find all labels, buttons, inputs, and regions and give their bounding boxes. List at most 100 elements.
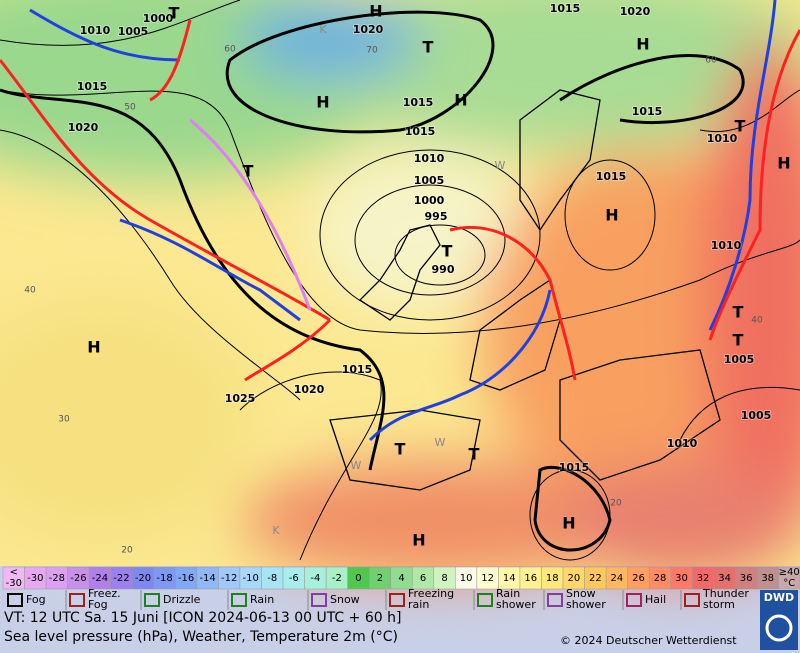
isobar-label: 990 <box>432 263 455 276</box>
logo-mark <box>765 614 793 642</box>
temperature-label: 40 <box>751 316 763 326</box>
legend-label: shower <box>566 598 606 611</box>
scale-label: -6 <box>289 573 299 584</box>
scale-label: 18 <box>546 573 559 584</box>
scale-label: 20 <box>567 573 580 584</box>
scale-label: -20 <box>135 573 151 584</box>
scale-label: -12 <box>221 573 237 584</box>
valid-time: VT: 12 UTC Sa. 15 Juni [ICON 2024-06-13 … <box>4 610 401 626</box>
pressure-center: H <box>777 154 790 173</box>
isobar-label: 1015 <box>77 80 108 93</box>
pressure-center: H <box>369 2 382 21</box>
scale-label: 38 <box>761 573 774 584</box>
scale-below: -30 <box>6 578 22 589</box>
legend-label: Rain <box>496 587 520 600</box>
temperature-label: 60 <box>224 45 236 55</box>
isobars <box>0 0 800 561</box>
isobar-label: 1010 <box>711 239 742 252</box>
isobar-label: 1000 <box>414 194 445 207</box>
isobar-label: 1010 <box>707 132 738 145</box>
temperature-label: 50 <box>124 103 136 113</box>
pressure-center: T <box>169 4 180 23</box>
pressure-center: T <box>442 242 453 261</box>
legend-icon <box>144 593 160 607</box>
isobar-label: 1005 <box>414 174 445 187</box>
temperature-label: 20 <box>610 499 622 509</box>
isobar-label: 995 <box>425 210 448 223</box>
scale-label: 32 <box>697 573 710 584</box>
isobar-label: 1020 <box>353 23 384 36</box>
isobar-label: 1005 <box>741 409 772 422</box>
scale-label: 14 <box>503 573 516 584</box>
pressure-center: T <box>735 117 746 136</box>
scale-label: -2 <box>332 573 342 584</box>
legend-label: Fog <box>26 593 46 606</box>
isobar-label: 1025 <box>225 392 256 405</box>
scale-above: °C <box>783 578 795 589</box>
isobar-label: 1005 <box>724 353 755 366</box>
scale-label: 28 <box>654 573 667 584</box>
high-pressure-isobars <box>0 10 745 552</box>
isobar-label: 1020 <box>68 121 99 134</box>
legend-label: Hail <box>645 593 666 606</box>
scale-label: 2 <box>377 573 383 584</box>
scale-label: 24 <box>611 573 624 584</box>
isobar-label: 1015 <box>342 363 373 376</box>
pressure-center: T <box>243 162 254 181</box>
isobar-label: 1020 <box>620 5 651 18</box>
pressure-center: H <box>316 93 329 112</box>
legend-label: Freez. <box>88 587 121 600</box>
pressure-center: H <box>454 91 467 110</box>
scale-cell <box>778 566 800 590</box>
air-mass-label: W <box>351 459 362 472</box>
scale-below: < <box>10 567 18 578</box>
scale-label: 16 <box>524 573 537 584</box>
pressure-center: H <box>412 531 425 550</box>
scale-label: -4 <box>310 573 320 584</box>
legend-icon <box>626 593 642 607</box>
temperature-label: 60 <box>705 56 717 66</box>
legend-label: storm <box>703 598 735 611</box>
air-mass-label: K <box>319 23 327 36</box>
scale-label: 34 <box>718 573 731 584</box>
pressure-center: T <box>733 331 744 350</box>
scale-label: -14 <box>199 573 215 584</box>
description: Sea level pressure (hPa), Weather, Tempe… <box>4 629 398 645</box>
legend-label: Drizzle <box>163 593 201 606</box>
legend-label: Freezing <box>408 587 454 600</box>
temperature-label: 70 <box>366 46 378 56</box>
pressure-center: H <box>636 35 649 54</box>
scale-label: 30 <box>675 573 688 584</box>
isobar-label: 1015 <box>596 170 627 183</box>
pressure-center: T <box>733 303 744 322</box>
scale-label: 8 <box>441 573 447 584</box>
scale-label: 6 <box>420 573 426 584</box>
scale-label: -24 <box>92 573 108 584</box>
scale-label: 10 <box>460 573 473 584</box>
temperature-label: 30 <box>58 415 70 425</box>
pressure-center: T <box>423 38 434 57</box>
scale-label: -8 <box>267 573 277 584</box>
isobar-label: 1010 <box>414 152 445 165</box>
isobar-label: 1020 <box>294 383 325 396</box>
scale-label: -10 <box>243 573 259 584</box>
legend-label: Snow <box>330 593 360 606</box>
legend-label: shower <box>496 598 536 611</box>
isobar-label: 1015 <box>550 2 581 15</box>
isobar-label: 1015 <box>403 96 434 109</box>
temperature-label: 20 <box>121 546 133 556</box>
logo: DWD <box>764 591 794 604</box>
copyright: © 2024 Deutscher Wetterdienst <box>560 634 737 647</box>
scale-label: -22 <box>113 573 129 584</box>
legend-icon <box>547 593 563 607</box>
isobar-label: 1015 <box>632 105 663 118</box>
scale-label: -16 <box>178 573 194 584</box>
scale-above: ≥40 <box>779 567 800 578</box>
legend-icon <box>7 593 23 607</box>
isobar-label: 1000 <box>143 12 174 25</box>
scale-label: -18 <box>156 573 172 584</box>
pressure-center: H <box>562 514 575 533</box>
legend-label: Snow <box>566 587 596 600</box>
fronts <box>0 0 800 442</box>
